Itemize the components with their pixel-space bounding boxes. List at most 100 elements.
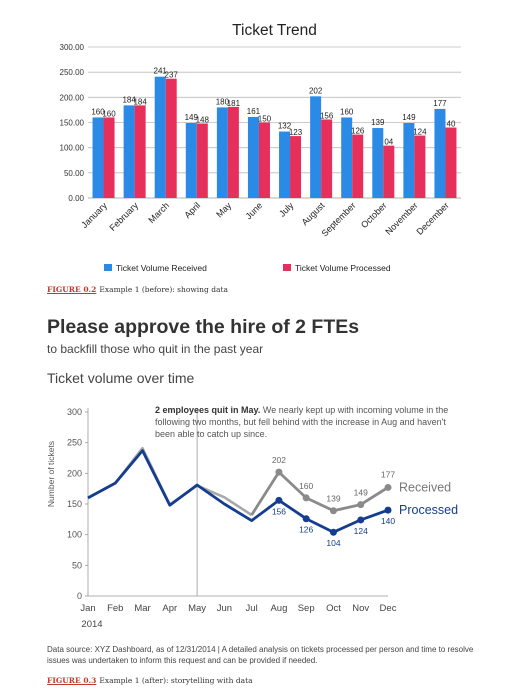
bar-value-label: 150	[258, 115, 272, 124]
processed-marker-label: 140	[381, 516, 395, 526]
figure-text-2: Example 1 (after): storytelling with dat…	[99, 676, 253, 685]
processed-marker-label: 126	[299, 525, 313, 535]
figure-caption-2: FIGURE 0.3 Example 1 (after): storytellin…	[47, 676, 253, 685]
y-tick-label: 50	[72, 560, 82, 570]
figure-caption-1: FIGURE 0.2 Example 1 (before): showing da…	[47, 285, 228, 294]
y-tick-label: 100.00	[60, 144, 85, 153]
x-tick-label: Mar	[134, 603, 150, 614]
bar-value-label: 132	[278, 122, 292, 131]
bar-value-label: 126	[351, 127, 365, 136]
received-series-label: Received	[399, 480, 451, 494]
bar-chart-title: Ticket Trend	[232, 22, 317, 39]
y-tick-label: 100	[67, 530, 82, 540]
figure-label-1: FIGURE 0.2	[47, 285, 97, 294]
data-source-note: Data source: XYZ Dashboard, as of 12/31/…	[47, 645, 474, 665]
x-tick-label: Feb	[107, 603, 123, 614]
legend-label-processed: Ticket Volume Processed	[295, 263, 391, 273]
bar-value-label: 149	[402, 113, 416, 122]
bar-received	[123, 105, 135, 198]
received-marker	[302, 494, 310, 502]
bar-value-label: 241	[154, 67, 168, 76]
received-marker-label: 139	[326, 494, 340, 504]
bar-processed	[134, 105, 146, 198]
bar-value-label: 180	[216, 97, 230, 106]
x-year-label: 2014	[81, 619, 102, 630]
bar-value-label: 184	[122, 95, 136, 104]
figure-text-1: Example 1 (before): showing data	[99, 285, 228, 294]
processed-marker	[329, 528, 337, 536]
bar-value-label: 139	[371, 118, 385, 127]
bar-received	[247, 116, 259, 198]
x-tick-label: Jul	[246, 603, 258, 614]
received-marker-label: 177	[381, 469, 395, 479]
x-tick-label: Jan	[80, 603, 95, 614]
bar-value-label: 161	[247, 107, 261, 116]
bar-value-label: 160	[91, 107, 105, 116]
y-tick-label: 0.00	[68, 194, 84, 203]
bar-value-label: 177	[433, 99, 447, 108]
processed-marker	[357, 516, 365, 524]
received-marker	[357, 501, 365, 509]
received-marker	[329, 507, 337, 515]
bar-processed	[290, 136, 302, 198]
bar-processed	[445, 127, 457, 198]
processed-marker	[275, 496, 283, 504]
bar-received	[341, 117, 353, 198]
received-line-late	[250, 470, 389, 516]
legend-swatch-received	[104, 264, 112, 271]
y-tick-label: 50.00	[64, 169, 85, 178]
received-marker-label: 160	[299, 481, 313, 491]
legend-label-received: Ticket Volume Received	[116, 263, 207, 273]
bar-value-label: 04	[384, 138, 393, 147]
y-tick-label: 200.00	[60, 93, 85, 102]
y-tick-label: 150	[67, 499, 82, 509]
processed-line	[87, 449, 389, 534]
bar-received	[434, 108, 446, 198]
subheadline: to backfill those who quit in the past y…	[47, 342, 264, 356]
bar-value-label: 123	[289, 128, 303, 137]
bar-value-label: 181	[227, 99, 241, 108]
annotation-bold: 2 employees quit in May.	[155, 405, 261, 415]
received-marker-label: 202	[272, 455, 286, 465]
chart-title: Ticket volume over time	[47, 370, 195, 386]
bar-processed	[227, 106, 239, 198]
bar-processed	[103, 117, 115, 198]
y-tick-label: 150.00	[60, 119, 85, 128]
bar-processed	[414, 135, 426, 198]
x-tick-label: Oct	[326, 603, 341, 614]
bar-value-label: 149	[185, 113, 199, 122]
bar-processed	[258, 122, 270, 198]
bar-processed	[383, 145, 395, 198]
bar-value-label: 237	[165, 71, 179, 80]
bar-received	[92, 117, 104, 198]
x-tick-label: Sep	[298, 603, 315, 614]
bar-received	[310, 96, 322, 198]
x-tick-label: Aug	[270, 603, 287, 614]
headline: Please approve the hire of 2 FTEs	[47, 316, 360, 338]
received-marker	[384, 483, 392, 491]
x-tick-label: May	[188, 603, 206, 614]
figure-label-2: FIGURE 0.3	[47, 676, 97, 685]
processed-marker-label: 124	[354, 526, 368, 536]
bar-processed	[352, 134, 364, 198]
bar-processed	[165, 78, 177, 198]
x-tick-label: Nov	[352, 603, 369, 614]
bar-received	[154, 76, 166, 198]
processed-marker	[302, 515, 310, 523]
bar-received	[185, 123, 197, 198]
bar-received	[403, 123, 415, 198]
y-tick-label: 200	[67, 468, 82, 478]
bar-value-label: 156	[320, 111, 334, 120]
processed-marker-label: 156	[272, 506, 286, 516]
y-tick-label: 250	[67, 438, 82, 448]
bar-value-label: 40	[447, 120, 456, 129]
processed-marker-label: 104	[326, 538, 340, 548]
ticket-trend-bar-chart: Ticket Trend 0.00 50.00 100.00 150.00 200.00 2…	[60, 22, 461, 273]
received-marker	[275, 468, 283, 476]
bar-received	[279, 131, 291, 198]
bar-received	[216, 107, 228, 198]
bar-value-label: 160	[340, 107, 354, 116]
bar-processed	[321, 119, 333, 198]
x-tick-label: Apr	[162, 603, 177, 614]
